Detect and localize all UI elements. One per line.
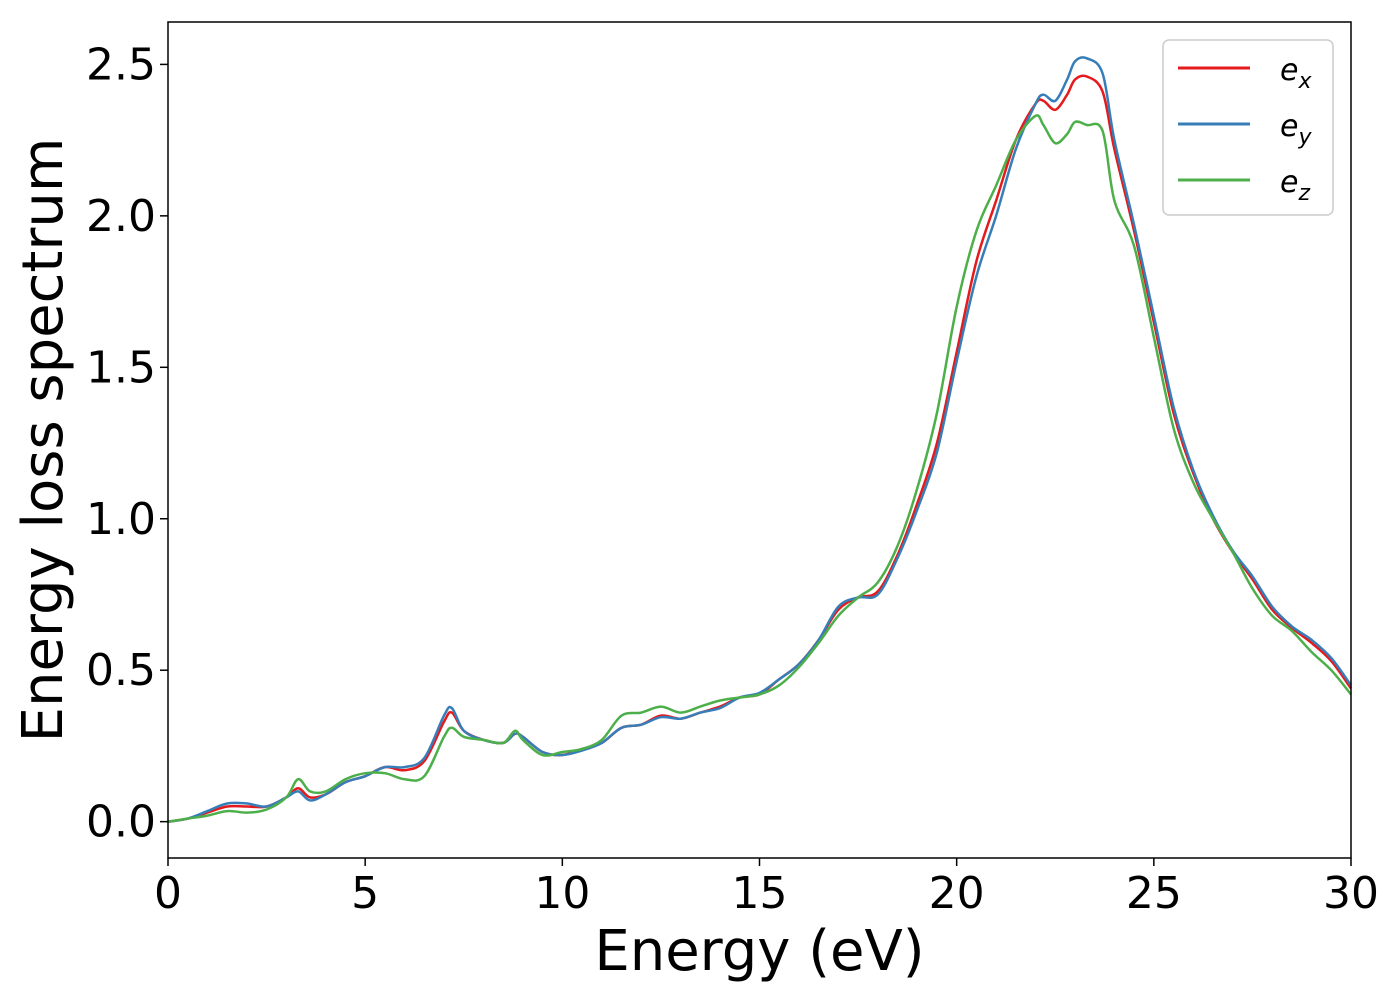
x-axis-label: Energy (eV)	[594, 919, 924, 984]
y-tick-label: 1.0	[86, 494, 156, 545]
series-line-z	[167, 114, 1352, 823]
x-axis-ticks: 0 5 10 15 20 25 30	[154, 858, 1379, 919]
legend: ex ey ez	[1162, 39, 1334, 216]
legend-label-y: ey	[1280, 109, 1312, 150]
plot-frame	[167, 21, 1352, 859]
x-tick-label: 0	[154, 868, 182, 919]
y-axis-ticks: 0.0 0.5 1.0 1.5 2.0 2.5	[86, 39, 168, 848]
x-tick-label: 25	[1126, 868, 1182, 919]
series-line-y	[167, 56, 1353, 823]
plot-area	[168, 22, 1351, 858]
y-tick-label: 1.5	[86, 342, 156, 393]
y-tick-label: 2.5	[86, 39, 156, 90]
x-tick-label: 20	[929, 868, 985, 919]
x-tick-label: 15	[732, 868, 788, 919]
series-layer	[167, 56, 1353, 823]
y-tick-label: 2.0	[86, 191, 156, 242]
legend-label-z: ez	[1280, 165, 1310, 206]
legend-label-x: ex	[1280, 53, 1312, 94]
y-tick-label: 0.5	[86, 645, 156, 696]
y-axis-label: Energy loss spectrum	[11, 138, 76, 743]
y-tick-label: 0.0	[86, 797, 156, 848]
x-tick-label: 5	[351, 868, 379, 919]
x-tick-label: 30	[1323, 868, 1379, 919]
legend-box	[1162, 39, 1334, 216]
x-tick-label: 10	[534, 868, 590, 919]
